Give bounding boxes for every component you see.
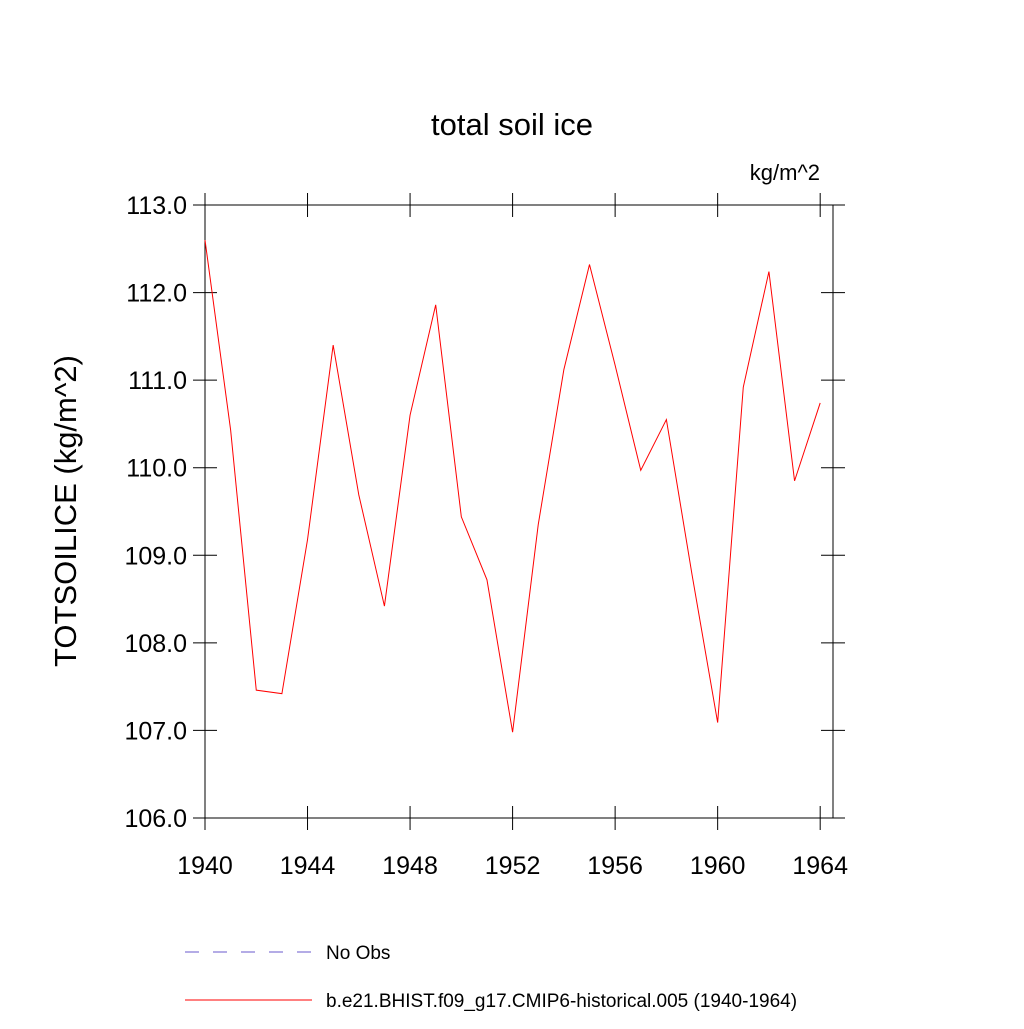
y-tick-label: 107.0	[124, 717, 187, 745]
legend-label: No Obs	[326, 943, 390, 964]
x-tick-label: 1964	[792, 852, 848, 880]
legend-label: b.e21.BHIST.f09_g17.CMIP6-historical.005…	[326, 991, 797, 1012]
y-tick-label: 112.0	[126, 280, 187, 308]
x-tick-label: 1944	[280, 852, 336, 880]
y-tick-label: 110.0	[126, 455, 187, 483]
y-tick-label: 108.0	[124, 630, 187, 658]
y-tick-label: 109.0	[124, 542, 187, 570]
units-label: kg/m^2	[750, 160, 820, 185]
x-tick-label: 1948	[382, 852, 438, 880]
y-axis-label: TOTSOILICE (kg/m^2)	[48, 355, 83, 667]
x-tick-label: 1956	[587, 852, 643, 880]
x-tick-label: 1952	[485, 852, 541, 880]
x-tick-label: 1960	[690, 852, 746, 880]
data-line	[204, 239, 821, 733]
x-tick-label: 1940	[177, 852, 233, 880]
y-tick-label: 106.0	[124, 805, 187, 833]
y-tick-label: 113.0	[126, 192, 187, 220]
chart-title: total soil ice	[431, 107, 593, 142]
plot-frame	[204, 204, 834, 819]
y-tick-label: 111.0	[128, 367, 187, 395]
